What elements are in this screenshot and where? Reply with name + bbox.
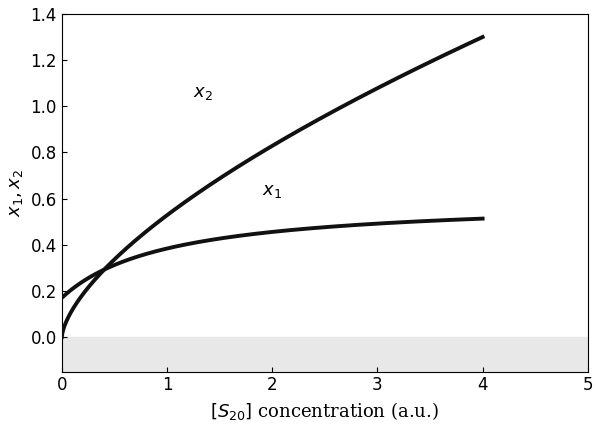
Y-axis label: $x_1, x_2$: $x_1, x_2$ [7,169,25,217]
Text: $x_2$: $x_2$ [193,84,213,102]
Text: $x_1$: $x_1$ [262,182,282,200]
Bar [62,337,588,372]
X-axis label: $[S_{20}]$ concentration (a.u.): $[S_{20}]$ concentration (a.u.) [211,400,439,422]
